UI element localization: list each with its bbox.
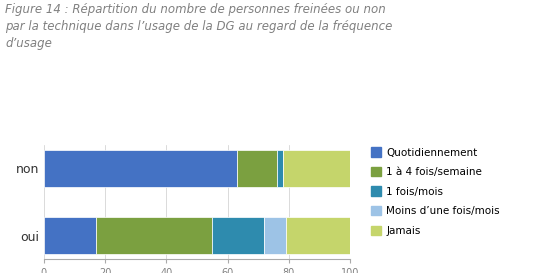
- Bar: [96, 217, 212, 254]
- Bar: [264, 217, 286, 254]
- Legend: Quotidiennement, 1 à 4 fois/semaine, 1 fois/mois, Moins d’une fois/mois, Jamais: Quotidiennement, 1 à 4 fois/semaine, 1 f…: [368, 144, 503, 239]
- Text: Figure 14 : Répartition du nombre de personnes freinées ou non
par la technique : Figure 14 : Répartition du nombre de per…: [5, 3, 393, 50]
- Bar: [212, 217, 264, 254]
- Bar: [237, 150, 277, 187]
- Bar: [277, 150, 283, 187]
- Bar: [283, 150, 350, 187]
- Bar: [44, 150, 237, 187]
- Bar: [286, 217, 350, 254]
- Bar: [44, 217, 96, 254]
